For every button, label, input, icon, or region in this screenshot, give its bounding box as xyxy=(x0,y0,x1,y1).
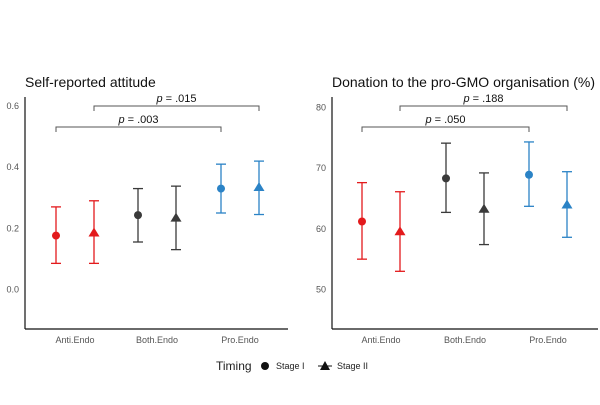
panel-donation: Donation to the pro-GMO organisation (%)… xyxy=(316,74,598,345)
legend-stage-1-marker xyxy=(261,362,269,370)
x-tick-label: Pro.Endo xyxy=(529,335,567,345)
x-tick-label: Anti.Endo xyxy=(55,335,94,345)
y-tick-label: 60 xyxy=(316,224,326,234)
data-point-triangle xyxy=(170,212,182,222)
data-point-triangle xyxy=(394,226,406,236)
y-tick-label: 70 xyxy=(316,163,326,173)
p-symbol: p xyxy=(117,114,124,126)
p-value-label: p = .003 xyxy=(117,114,158,126)
panel-self-reported-attitude: Self-reported attitude 0.0 0.2 0.4 0.6 Anti.E… xyxy=(6,74,288,345)
y-tick-label: 0.4 xyxy=(6,162,19,172)
x-tick-label: Both.Endo xyxy=(136,335,178,345)
data-point-circle xyxy=(52,231,60,240)
legend: Timing Stage I Stage II xyxy=(216,359,368,373)
p-value: = .188 xyxy=(470,93,504,105)
y-tick-label: 0.0 xyxy=(6,284,19,294)
significance-bracket xyxy=(55,126,222,132)
data-point-triangle xyxy=(88,227,100,237)
legend-stage-2-label: Stage II xyxy=(337,361,368,371)
legend-stage-2-marker xyxy=(320,361,330,370)
data-point-triangle xyxy=(478,203,490,213)
significance-bracket xyxy=(361,126,530,132)
y-tick-label: 0.6 xyxy=(6,101,19,111)
y-tick-label: 0.2 xyxy=(6,223,19,233)
p-value-label: p = .188 xyxy=(462,93,503,105)
p-symbol: p xyxy=(424,114,431,126)
significance-bracket xyxy=(399,105,568,111)
chart-title: Self-reported attitude xyxy=(25,74,156,90)
legend-title: Timing xyxy=(216,359,252,373)
y-tick-label: 80 xyxy=(316,102,326,112)
p-symbol: p xyxy=(155,93,162,105)
p-value: = .050 xyxy=(432,114,466,126)
data-point-triangle xyxy=(253,182,265,192)
significance-bracket xyxy=(93,105,260,111)
p-value-label: p = .050 xyxy=(424,114,465,126)
p-value: = .015 xyxy=(163,93,197,105)
chart-title: Donation to the pro-GMO organisation (%) xyxy=(332,74,595,90)
x-tick-label: Anti.Endo xyxy=(361,335,400,345)
data-point-triangle xyxy=(561,199,573,209)
p-symbol: p xyxy=(462,93,469,105)
x-tick-label: Both.Endo xyxy=(444,335,486,345)
data-point-circle xyxy=(217,184,225,193)
data-point-circle xyxy=(358,217,366,226)
x-tick-label: Pro.Endo xyxy=(221,335,259,345)
data-point-circle xyxy=(525,170,533,179)
p-value: = .003 xyxy=(125,114,159,126)
data-point-circle xyxy=(442,174,450,183)
legend-stage-1-label: Stage I xyxy=(276,361,305,371)
y-tick-label: 50 xyxy=(316,285,326,295)
data-point-circle xyxy=(134,211,142,220)
p-value-label: p = .015 xyxy=(155,93,196,105)
